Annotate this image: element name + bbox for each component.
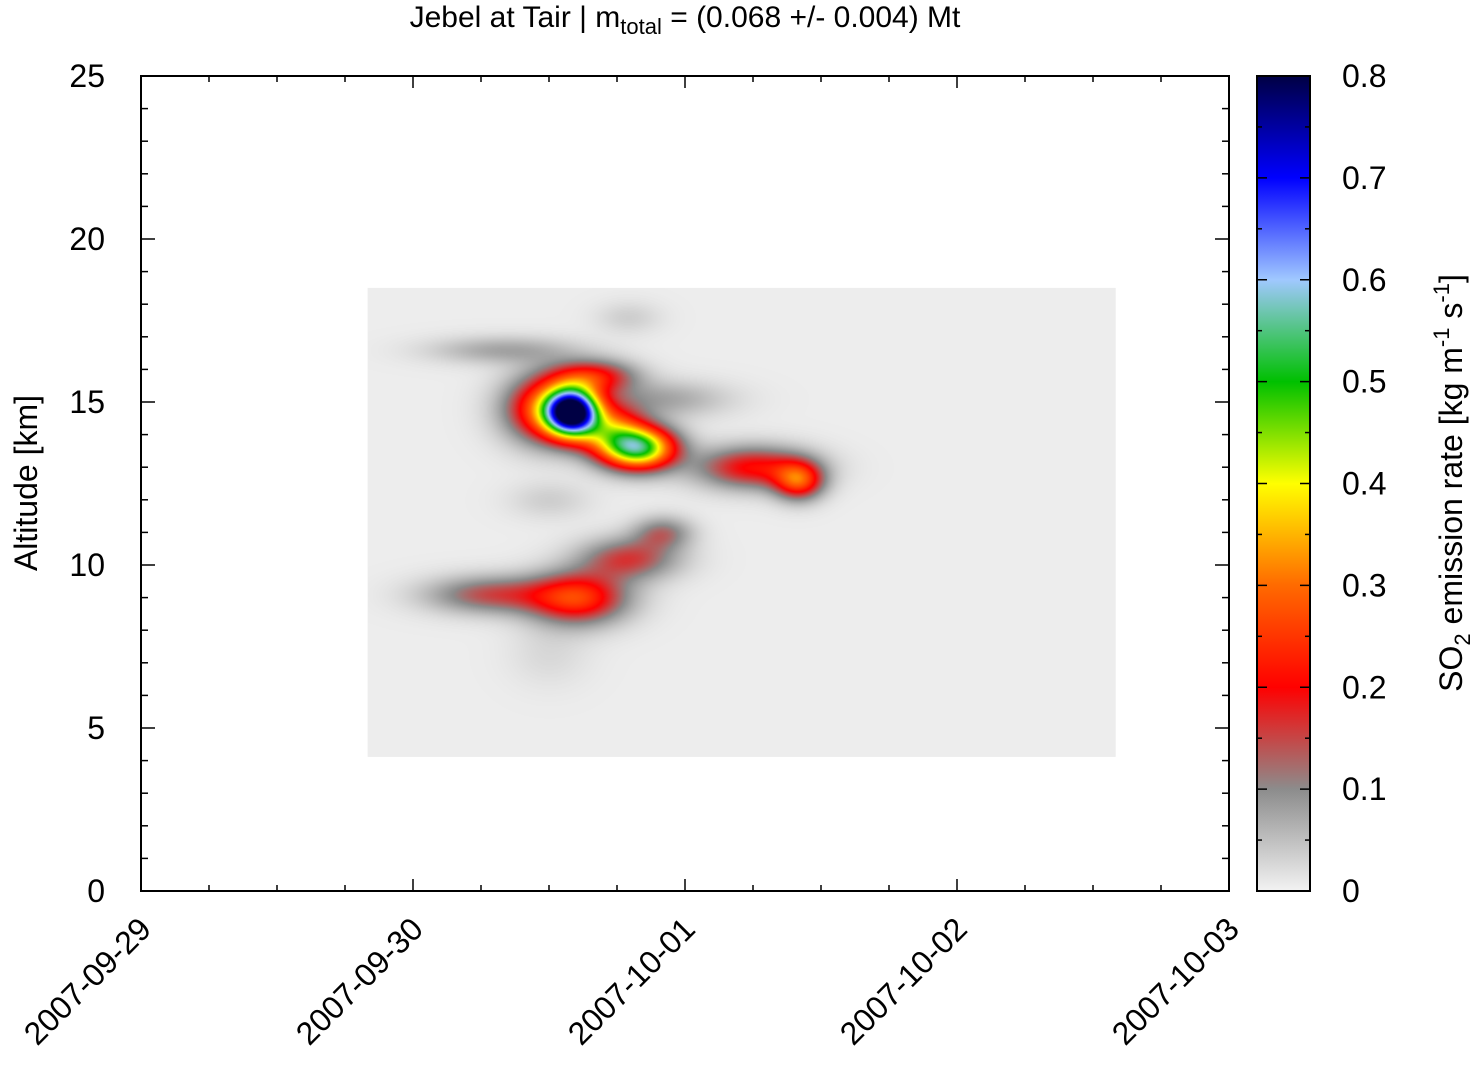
x-tick-label: 2007-10-01	[561, 910, 702, 1051]
chart-title-suffix: = (0.068 +/- 0.004) Mt	[662, 1, 961, 34]
y-axis-label: Altitude [km]	[8, 395, 44, 571]
colorbar-tick-label: 0.5	[1342, 364, 1386, 400]
chart-title: Jebel at Tair | mtotal = (0.068 +/- 0.00…	[410, 1, 961, 39]
colorbar-label-sup-1: -1	[1429, 327, 1454, 347]
chart-title-subscript: total	[620, 14, 662, 39]
colorbar-tick-label: 0.7	[1342, 160, 1386, 196]
colorbar-axis: 0 0.1 0.2 0.3 0.4 0.5 0.6 0.7 0.8	[1257, 58, 1386, 909]
x-tick-label: 2007-10-02	[833, 910, 974, 1051]
colorbar-tick-label: 0.8	[1342, 58, 1386, 94]
y-tick-label: 15	[69, 384, 105, 420]
colorbar-label-sup-2: -1	[1429, 283, 1454, 303]
colorbar-tick-label: 0.6	[1342, 262, 1386, 298]
y-tick-label: 0	[87, 873, 105, 909]
colorbar-tick-label: 0.1	[1342, 771, 1386, 807]
x-tick-label: 2007-10-03	[1105, 910, 1246, 1051]
colorbar-label-part-2: emission rate [kg m	[1433, 347, 1469, 633]
colorbar-label-part-4: ]	[1433, 274, 1469, 283]
colorbar-tick-label: 0	[1342, 873, 1360, 909]
x-tick-label: 2007-09-29	[17, 910, 158, 1051]
chart-title-prefix: Jebel at Tair | m	[410, 1, 621, 34]
y-tick-label: 20	[69, 221, 105, 257]
colorbar-tick-label: 0.4	[1342, 466, 1386, 502]
colorbar-label: SO2 emission rate [kg m-1 s-1]	[1429, 274, 1471, 692]
y-tick-label: 5	[87, 710, 105, 746]
y-axis: 0 5 10 15 20 25	[69, 58, 1229, 909]
x-tick-label: 2007-09-30	[289, 910, 430, 1051]
colorbar-label-sub: 2	[1450, 633, 1471, 645]
colorbar-tick-label: 0.2	[1342, 669, 1386, 705]
colorbar-label-part-1: SO	[1433, 646, 1469, 692]
heatmap-field	[367, 287, 1116, 757]
colorbar-tick-label: 0.3	[1342, 567, 1386, 603]
y-tick-label: 10	[69, 547, 105, 583]
y-tick-label: 25	[69, 58, 105, 94]
colorbar-label-part-3: s	[1433, 303, 1469, 328]
